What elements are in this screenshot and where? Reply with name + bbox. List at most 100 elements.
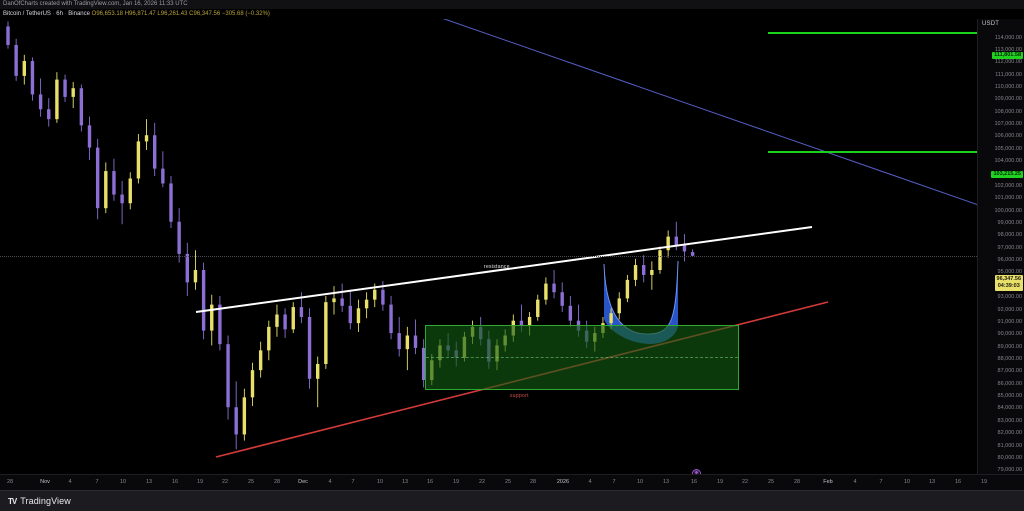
candle-body: [136, 141, 141, 179]
candle-body: [324, 302, 328, 364]
candle-body: [55, 79, 59, 120]
chart-pane[interactable]: resistance support ◉: [0, 19, 977, 474]
candle-body: [674, 236, 678, 246]
time-tick: 19: [452, 479, 460, 485]
candle-body: [421, 347, 426, 381]
price-scale-currency: USDT: [982, 21, 1000, 27]
price-tick: 105,000.00: [994, 145, 1022, 152]
time-tick: 19: [980, 479, 988, 485]
candle-body: [161, 168, 165, 184]
candle-body: [193, 269, 198, 283]
price-tick: 82,000.00: [997, 430, 1022, 437]
price-tick: 80,000.00: [997, 454, 1022, 461]
candle-body: [552, 283, 556, 293]
legend-separator-2: ·: [64, 11, 67, 17]
target-line-lower[interactable]: [768, 151, 977, 153]
candle-body: [397, 333, 401, 350]
candle-body: [316, 363, 320, 379]
legend-open-label: O: [91, 11, 97, 17]
candle-body: [250, 370, 255, 398]
time-tick: 10: [903, 479, 911, 485]
time-tick: 28: [529, 479, 537, 485]
legend-symbol[interactable]: Bitcoin / TetherUS: [3, 11, 51, 17]
time-tick: 16: [690, 479, 698, 485]
candle-body: [258, 350, 263, 371]
candle-body: [625, 279, 630, 299]
price-label-resistance-line-lower[interactable]: 103,215.25: [991, 171, 1023, 178]
candle-body: [218, 304, 222, 345]
price-tick: 86,000.00: [997, 380, 1022, 387]
time-tick: 22: [741, 479, 749, 485]
candle-body: [690, 252, 695, 256]
target-line-upper[interactable]: [768, 32, 977, 34]
legend-exchange[interactable]: Binance: [68, 11, 90, 17]
time-tick: 22: [478, 479, 486, 485]
tradingview-logo-text: TradingView: [20, 496, 71, 506]
candle-body: [234, 407, 238, 435]
price-tick: 89,000.00: [997, 343, 1022, 350]
crosshair-horizontal-line: [0, 256, 977, 257]
symbol-legend[interactable]: Bitcoin / TetherUS · 6h · Binance O96,65…: [0, 9, 1024, 19]
price-tick: 109,000.00: [994, 96, 1022, 103]
resistance-label: resistance: [484, 264, 510, 270]
legend-close-label: C: [189, 11, 194, 17]
legend-open-value: 96,653.18: [96, 11, 124, 17]
time-tick: 16: [426, 479, 434, 485]
candle-body: [519, 320, 524, 326]
candle-body: [38, 94, 43, 110]
price-tick: 91,000.00: [997, 318, 1022, 325]
price-tick: 110,000.00: [994, 84, 1022, 90]
time-tick: 7: [879, 479, 883, 485]
legend-high-label: H: [124, 11, 130, 17]
price-tick: 113,000.00: [994, 46, 1022, 53]
price-tick: 85,000.00: [997, 393, 1022, 400]
legend-change: −305.68: [221, 11, 244, 17]
time-tick: 28: [6, 479, 14, 485]
candle-body: [242, 397, 247, 435]
last-price-countdown: 04:39:03: [997, 283, 1020, 289]
candle-body: [332, 298, 336, 303]
legend-separator-1: ·: [52, 11, 55, 17]
price-label-resistance-line-upper[interactable]: 111,801.58: [992, 52, 1023, 59]
price-tick: 92,000.00: [997, 306, 1022, 313]
time-tick: 10: [119, 479, 127, 485]
time-tick: 13: [662, 479, 670, 485]
candle-body: [299, 307, 304, 317]
legend-interval[interactable]: 6h: [56, 11, 63, 17]
price-tick: 107,000.00: [994, 121, 1022, 128]
candle-body: [381, 289, 385, 305]
time-scale[interactable]: 28 Nov 4 7 10 13 16 19 22 25 28 Dec 4 7 10 13 16 19 22 25 28…: [0, 474, 1024, 490]
time-tick: 4: [853, 479, 857, 485]
time-tick: 25: [504, 479, 512, 485]
price-label-last-price[interactable]: 96,347.56 04:39:03: [994, 275, 1023, 291]
chart-event-marker-icon[interactable]: ◉: [692, 469, 701, 474]
price-tick: 95,000.00: [997, 269, 1022, 276]
price-tick: 79,000.00: [997, 467, 1022, 474]
price-tick: 83,000.00: [997, 417, 1022, 424]
candle-body: [527, 316, 532, 326]
candle-body: [650, 269, 654, 275]
price-tick: 88,000.00: [997, 356, 1022, 362]
time-tick: 4: [68, 479, 72, 485]
candle-body: [22, 61, 26, 76]
candle-body: [144, 135, 149, 142]
time-tick: 16: [954, 479, 962, 485]
candle-body: [568, 305, 573, 321]
legend-change-percent: (−0.32%): [245, 11, 270, 17]
candle-body: [617, 298, 621, 314]
candle-body: [267, 326, 271, 351]
candle-body: [609, 313, 613, 324]
candle-body: [120, 194, 124, 204]
time-tick: 10: [636, 479, 644, 485]
legend-low-value: 96,261.43: [160, 11, 188, 17]
price-tick: 93,000.00: [997, 294, 1022, 301]
price-tick: 101,000.00: [994, 195, 1022, 202]
candle-body: [177, 221, 181, 254]
tradingview-logo[interactable]: TV TradingView: [8, 496, 71, 506]
candle-body: [6, 26, 10, 45]
price-tick: 106,000.00: [994, 133, 1022, 140]
time-tick: 7: [612, 479, 616, 485]
price-scale[interactable]: USDT 114,000.00 113,000.00 112,000.00 111,0…: [977, 19, 1024, 474]
price-tick: 84,000.00: [997, 405, 1022, 412]
time-tick: 13: [401, 479, 409, 485]
